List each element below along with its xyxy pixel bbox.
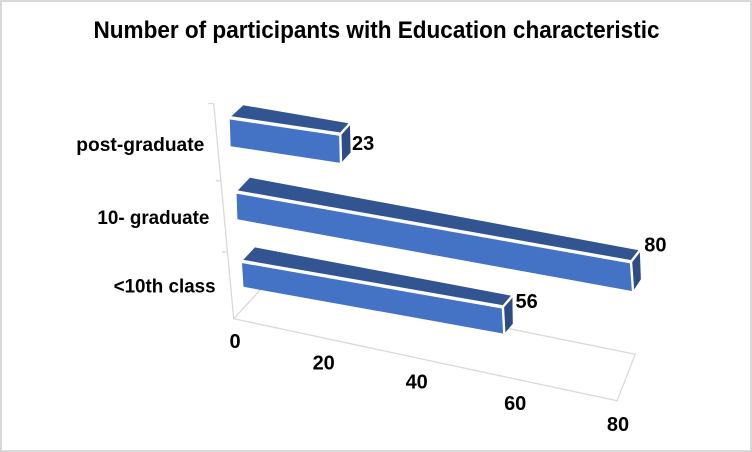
svg-text:80: 80 — [607, 414, 629, 436]
svg-text:23: 23 — [352, 133, 374, 155]
svg-text:60: 60 — [504, 393, 526, 415]
svg-text:Number of participants with Ed: Number of participants with Education ch… — [94, 17, 660, 44]
svg-text:0: 0 — [229, 331, 240, 353]
svg-text:40: 40 — [406, 372, 428, 394]
svg-text:10- graduate: 10- graduate — [97, 207, 209, 229]
svg-text:80: 80 — [644, 234, 666, 256]
svg-text:post-graduate: post-graduate — [76, 134, 204, 156]
svg-text:56: 56 — [516, 291, 538, 313]
svg-text:20: 20 — [313, 352, 335, 374]
svg-text:<10th class: <10th class — [114, 275, 216, 297]
